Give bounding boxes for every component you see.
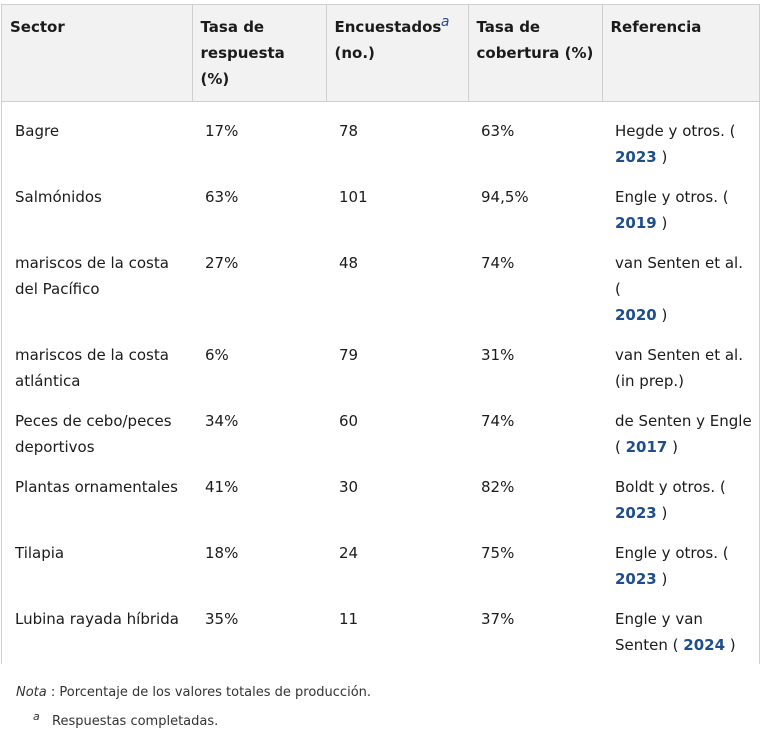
table-row: Peces de cebo/peces deportivos 34% 60 74% de … <box>2 394 759 460</box>
cell-respondents: 101 <box>339 188 368 206</box>
table-row: Tilapia 18% 24 75% Engle y otros. (2023 ) <box>2 526 759 592</box>
table-row: Bagre 17% 78 63% Hegde y otros. (2023 ) <box>2 102 759 171</box>
cell-respondents: 8 <box>326 658 468 664</box>
footnote-line: a Respuestas completadas. <box>16 710 371 732</box>
header-coverage-rate: Tasa de cobertura (%) <box>468 4 603 102</box>
header-footnote-link[interactable]: a <box>440 14 450 30</box>
cell-reference: Engle y otros. (2023 ) <box>615 544 729 588</box>
cell-response-rate: 18% <box>205 544 239 562</box>
cell-reference: Engle y otros. (2019 ) <box>615 188 729 232</box>
cell-coverage-rate: 74% <box>481 412 515 430</box>
table-row: Salmónidos 63% 101 94,5% Engle y otros. (201… <box>2 170 759 236</box>
note-line: Nota : Porcentaje de los valores totales… <box>16 685 372 700</box>
cell-coverage-rate: 99.8% <box>468 658 602 664</box>
table-row: mariscos de la costa del Pacífico 27% 48 74%… <box>2 236 759 328</box>
header-sector: Sector <box>2 4 193 102</box>
table-header-row: Sector Tasa de respuesta (%) Encuestados(… <box>2 4 759 102</box>
reference-year-link[interactable]: 2024 <box>683 636 726 654</box>
cell-reference: van Senten et al. (in prep.) <box>615 346 743 390</box>
cell-response-rate: 27% <box>205 254 239 272</box>
cell-reference: de Senten y Engle( 2017 ) <box>615 412 752 456</box>
cell-sector: Pez rojo <box>2 658 192 664</box>
cell-sector: Tilapia <box>15 544 65 562</box>
cell-response-rate: 63% <box>205 188 239 206</box>
cell-sector: Bagre <box>15 122 60 140</box>
cell-response-rate: 34% <box>205 412 239 430</box>
cell-reference: Hegde y otros. (2023 ) <box>615 122 736 166</box>
data-table-container: Sector Tasa de respuesta (%) Encuestados(… <box>1 4 760 664</box>
table-notes: Nota : Porcentaje de los valores totales… <box>16 683 371 732</box>
cell-coverage-rate: 82% <box>481 478 515 496</box>
cell-respondents: 78 <box>339 122 359 140</box>
cell-respondents: 30 <box>339 478 359 496</box>
reference-year-link[interactable]: 2020 <box>615 306 657 324</box>
cell-response-rate: 17% <box>205 122 239 140</box>
cell-sector: Plantas ornamentales <box>15 478 178 496</box>
cell-sector: Lubina rayada híbrida <box>15 610 179 628</box>
cell-response-rate: 41% <box>205 478 239 496</box>
cell-sector: Salmónidos <box>15 188 102 206</box>
cell-response-rate: 35% <box>205 610 239 628</box>
header-response-rate: Tasa de respuesta (%) <box>192 4 327 102</box>
header-respondents: Encuestados (no.) a <box>326 4 469 102</box>
cell-coverage-rate: 75% <box>481 544 515 562</box>
cell-respondents: 48 <box>339 254 359 272</box>
survey-table: Sector Tasa de respuesta (%) Encuestados(… <box>2 4 759 664</box>
table-row: mariscos de la costa atlántica 6% 79 31% van … <box>2 328 759 394</box>
reference-year-link[interactable]: 2017 <box>625 438 668 456</box>
cell-coverage-rate: 37% <box>481 610 515 628</box>
cell-respondents: 79 <box>339 346 359 364</box>
cell-sector: Peces de cebo/peces deportivos <box>15 412 172 456</box>
cell-response-rate: 89% <box>192 658 326 664</box>
reference-year-link[interactable]: 2019 <box>615 214 657 232</box>
reference-year-link[interactable]: 2023 <box>615 504 657 522</box>
cell-respondents: 11 <box>339 610 359 628</box>
cell-coverage-rate: 74% <box>481 254 515 272</box>
cell-reference: van Senten et al. (2020 ) <box>615 254 743 324</box>
cell-response-rate: 6% <box>205 346 229 364</box>
cell-sector: mariscos de la costa atlántica <box>15 346 169 390</box>
footnote-mark: a <box>33 710 40 723</box>
cell-respondents: 24 <box>339 544 359 562</box>
header-reference: Referencia <box>602 4 759 102</box>
cell-reference: Boldt y otros. (2023 ) <box>615 478 726 522</box>
cell-coverage-rate: 31% <box>481 346 515 364</box>
table-row: Lubina rayada híbrida 35% 11 37% Engle y van… <box>2 592 759 658</box>
reference-year-link[interactable]: 2023 <box>615 148 657 166</box>
cell-coverage-rate: 63% <box>481 122 515 140</box>
table-row: Plantas ornamentales 41% 30 82% Boldt y otro… <box>2 460 759 526</box>
cell-sector: mariscos de la costa del Pacífico <box>15 254 169 298</box>
reference-year-link[interactable]: 2023 <box>615 570 657 588</box>
cell-coverage-rate: 94,5% <box>481 188 529 206</box>
cell-respondents: 60 <box>339 412 359 430</box>
